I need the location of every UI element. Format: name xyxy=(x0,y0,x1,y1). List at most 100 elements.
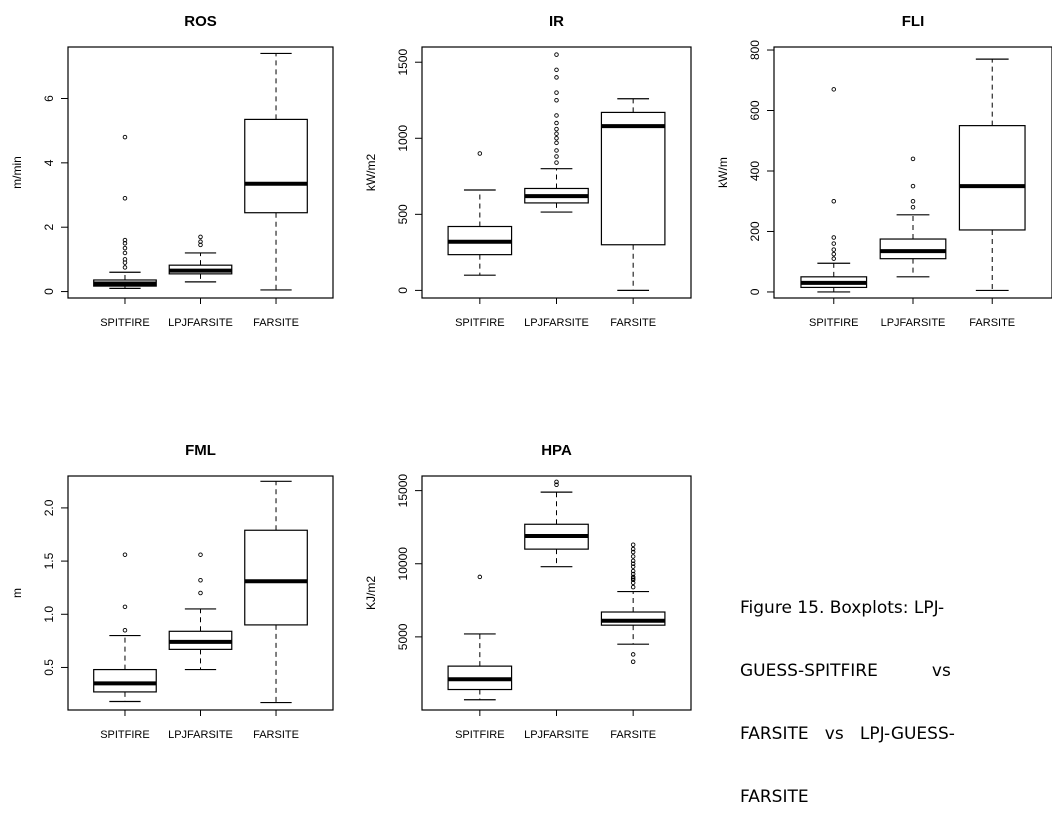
outlier-point xyxy=(198,577,203,583)
box-spitfire xyxy=(93,134,157,289)
outlier-point xyxy=(198,590,203,596)
y-tick-label: 1.0 xyxy=(42,606,56,623)
outlier-point xyxy=(630,574,636,580)
y-tick-label: 1500 xyxy=(396,49,410,76)
chart-title: HPA xyxy=(541,442,572,459)
outlier-point xyxy=(554,131,559,136)
box-lpjfarsite xyxy=(168,234,233,283)
y-tick-label: 200 xyxy=(748,221,762,241)
y-tick-label: 10000 xyxy=(396,547,410,581)
box-spitfire xyxy=(93,552,157,703)
boxplot-figure: ROS m/min 0 2 4 6 SPITFIRE LPJFARSITE FARSITE IR k… xyxy=(10,13,1052,741)
y-axis-label: kW/m2 xyxy=(364,154,378,192)
outlier-point xyxy=(198,552,203,557)
outlier-point xyxy=(910,156,916,162)
y-tick-label: 0 xyxy=(396,287,410,294)
box-farsite xyxy=(600,98,666,291)
outlier-point xyxy=(910,183,916,189)
y-tick-label: 15000 xyxy=(396,474,410,508)
figure-caption: Figure 15. Boxplots: LPJ- GUESS-SPITFIRE… xyxy=(740,556,1052,829)
iqr-box xyxy=(93,668,157,693)
outlier-point xyxy=(554,126,559,132)
box-farsite xyxy=(244,480,308,704)
y-tick-label: 0 xyxy=(42,288,56,295)
outlier-point xyxy=(910,205,916,210)
outlier-point xyxy=(630,564,636,569)
outlier-point xyxy=(554,140,559,146)
outlier-point xyxy=(477,574,483,580)
x-tick-label: FARSITE xyxy=(610,729,656,741)
outlier-point xyxy=(554,97,559,103)
outlier-point xyxy=(630,546,636,552)
box-spitfire xyxy=(447,574,513,701)
y-tick-label: 2.0 xyxy=(42,499,56,516)
boxplot-panel-ros: ROS m/min 0 2 4 6 SPITFIRE LPJFARSITE FARSITE xyxy=(10,13,334,329)
outlier-point xyxy=(198,239,203,244)
y-tick-label: 1000 xyxy=(396,125,410,152)
iqr-box xyxy=(958,125,1026,231)
outlier-point xyxy=(198,234,203,240)
outlier-point xyxy=(122,627,128,633)
outlier-point xyxy=(630,584,636,590)
y-tick-label: 4 xyxy=(42,159,56,166)
caption-line: FARSITE xyxy=(740,787,809,807)
outlier-point xyxy=(630,571,636,577)
outlier-point xyxy=(554,120,559,126)
boxplot-panel-fli: FLI kW/m 0 200 400 600 800 SPITFIRE LPJFARSITE FA… xyxy=(716,13,1052,329)
x-tick-label: SPITFIRE xyxy=(100,729,150,741)
box-lpjfarsite xyxy=(524,52,589,213)
outlier-point xyxy=(831,256,837,261)
x-tick-label: LPJFARSITE xyxy=(168,729,233,741)
outlier-point xyxy=(831,87,837,92)
outlier-point xyxy=(630,549,636,555)
chart-title: FML xyxy=(185,442,216,459)
outlier-point xyxy=(831,247,837,252)
caption-line: Figure 15. Boxplots: LPJ- xyxy=(740,598,945,618)
y-tick-label: 600 xyxy=(748,100,762,120)
outlier-point xyxy=(831,198,837,204)
chart-title: FLI xyxy=(902,13,925,30)
y-axis-label: m/min xyxy=(10,156,24,189)
boxplot-panel-ir: IR kW/m2 0 500 1000 1500 SPITFIRE LPJFARSITE FAR… xyxy=(364,13,692,329)
y-tick-label: 400 xyxy=(748,161,762,181)
outlier-point xyxy=(122,604,128,610)
x-tick-label: LPJFARSITE xyxy=(524,317,589,329)
boxplot-panel-hpa: HPA KJ/m2 5000 10000 15000 SPITFIRE LPJFARSITE… xyxy=(364,442,692,741)
x-tick-label: SPITFIRE xyxy=(455,729,505,741)
y-axis-label: m xyxy=(10,588,24,598)
outlier-point xyxy=(122,257,128,262)
chart-title: IR xyxy=(549,13,564,30)
y-tick-label: 800 xyxy=(748,40,762,60)
y-tick-label: 500 xyxy=(396,204,410,224)
outlier-point xyxy=(122,134,128,140)
outlier-point xyxy=(554,160,559,165)
outlier-point xyxy=(554,136,559,141)
x-tick-label: FARSITE xyxy=(253,729,299,741)
y-tick-label: 2 xyxy=(42,224,56,231)
y-tick-label: 1.5 xyxy=(42,552,56,569)
outlier-point xyxy=(122,250,128,256)
box-lpjfarsite xyxy=(524,479,589,568)
box-spitfire xyxy=(800,87,868,293)
y-tick-label: 6 xyxy=(42,95,56,102)
caption-line: FARSITE vs LPJ-GUESS- xyxy=(740,724,955,744)
x-tick-label: FARSITE xyxy=(969,317,1015,329)
x-tick-label: SPITFIRE xyxy=(455,317,505,329)
x-tick-label: LPJFARSITE xyxy=(881,317,946,329)
y-axis-label: KJ/m2 xyxy=(364,576,378,610)
x-tick-label: LPJFARSITE xyxy=(524,729,589,741)
iqr-box xyxy=(879,238,947,260)
outlier-point xyxy=(630,542,636,547)
box-farsite xyxy=(244,52,308,291)
outlier-point xyxy=(630,577,636,583)
outlier-point xyxy=(122,265,128,270)
outlier-point xyxy=(630,558,636,564)
outlier-point xyxy=(554,479,559,485)
iqr-box xyxy=(244,118,308,214)
outlier-point xyxy=(910,198,916,204)
outlier-point xyxy=(554,90,559,95)
outlier-point xyxy=(831,235,837,240)
chart-title: ROS xyxy=(184,13,217,30)
outlier-point xyxy=(122,245,128,251)
iqr-box xyxy=(244,529,308,626)
